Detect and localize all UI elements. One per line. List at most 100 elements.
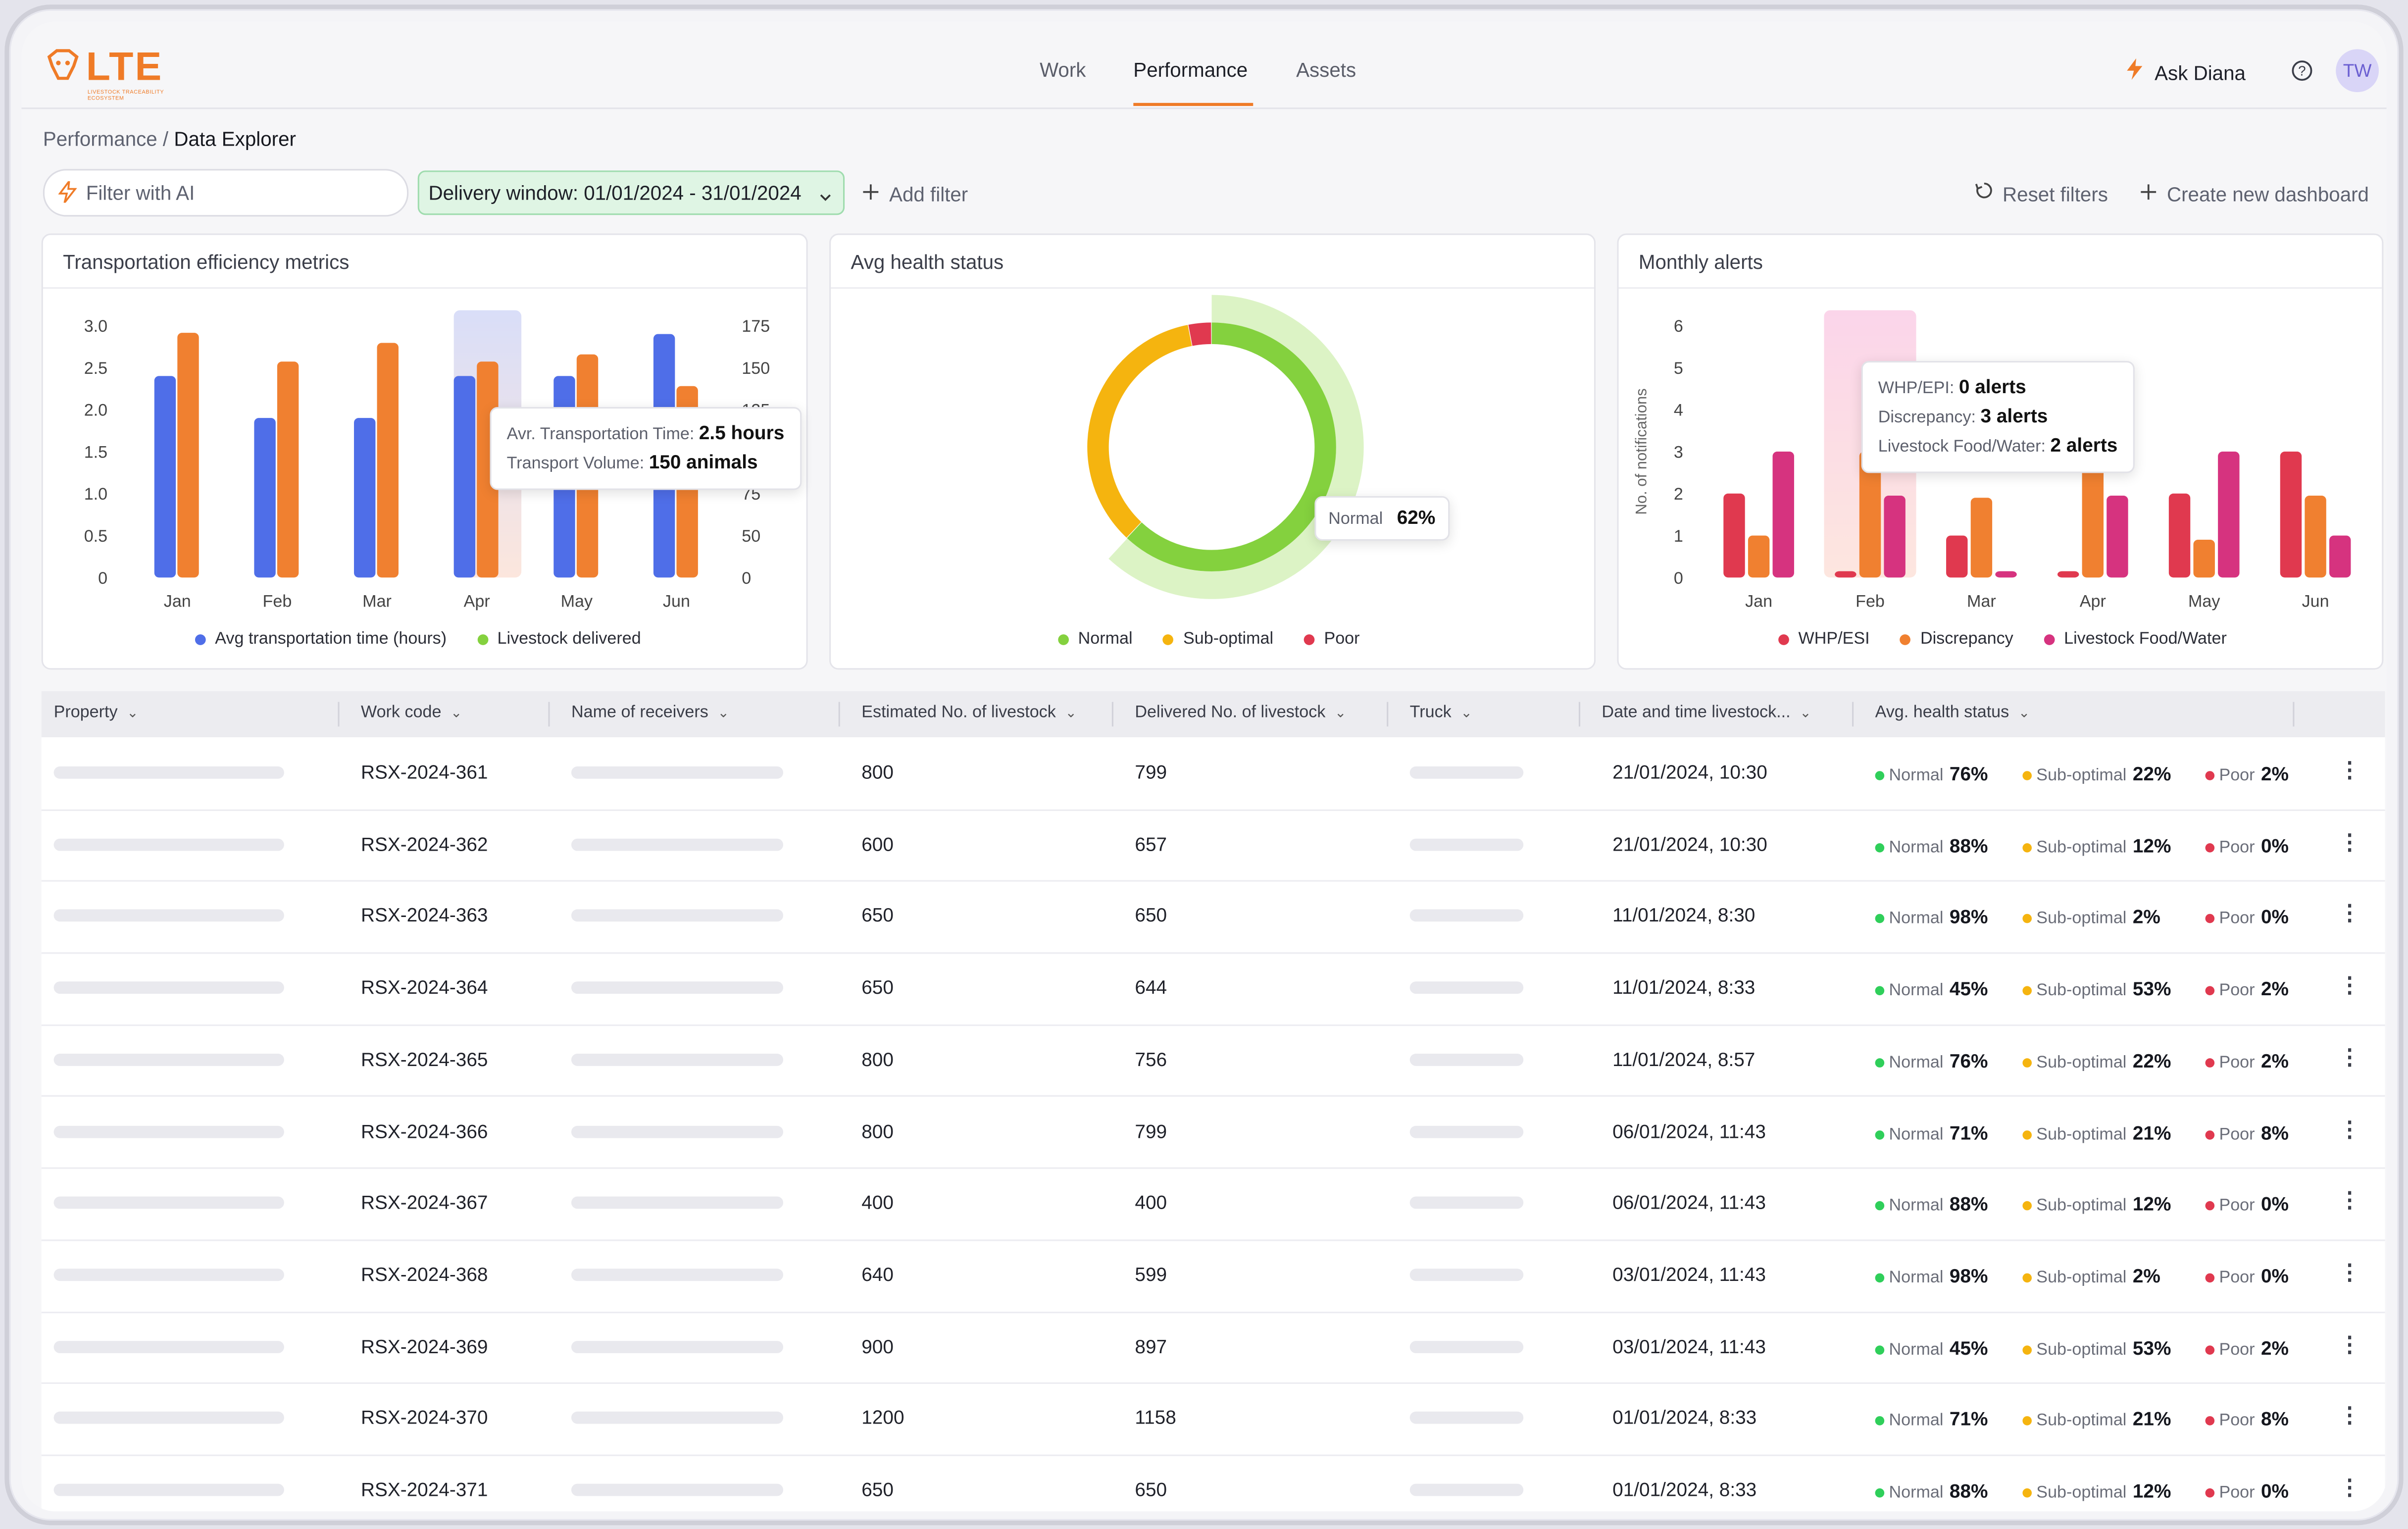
truck-placeholder [1409, 1483, 1524, 1496]
health-normal: Normal 88% [1875, 1194, 1988, 1215]
more-options-icon[interactable]: ⋮ [2339, 1044, 2360, 1069]
health-value: 2% [2260, 1050, 2289, 1072]
chevron-down-icon: ⌄ [717, 705, 729, 720]
x-tick-label: Feb [1856, 592, 1885, 611]
y-tick-label: 3 [1674, 443, 1683, 461]
x-tick-label: May [561, 592, 593, 611]
health-label: Sub-optimal [2036, 981, 2127, 1000]
column-header[interactable]: Work code ⌄ [361, 704, 462, 722]
more-options-icon[interactable]: ⋮ [2339, 1259, 2360, 1284]
delivered-livestock: 650 [1135, 905, 1167, 927]
more-options-icon[interactable]: ⋮ [2339, 1331, 2360, 1356]
health-label: Normal [1889, 1483, 1944, 1502]
ask-diana-button[interactable]: Ask Diana [2125, 57, 2246, 88]
add-filter-button[interactable]: Add filter [863, 180, 968, 207]
health-value: 53% [2132, 978, 2171, 1000]
legend-dot [477, 633, 488, 645]
work-code[interactable]: RSX-2024-369 [360, 1335, 488, 1357]
breadcrumb-parent[interactable]: Performance / [43, 127, 169, 151]
brand-logo[interactable]: LTE LIVESTOCK TRACEABILITY ECOSYSTEM [43, 43, 181, 102]
work-code[interactable]: RSX-2024-364 [360, 977, 488, 999]
tooltip-value: 3 alerts [1980, 405, 2048, 427]
active-tab-indicator [1133, 102, 1254, 105]
work-code[interactable]: RSX-2024-371 [360, 1479, 488, 1501]
table-row[interactable]: RSX-2024-366 800 799 06/01/2024, 11:43 Norma… [41, 1096, 2385, 1170]
ai-filter-input[interactable]: Filter with AI [43, 169, 409, 217]
table-row[interactable]: RSX-2024-371 650 650 01/01/2024, 8:33 Normal… [42, 1455, 2385, 1512]
more-options-icon[interactable]: ⋮ [2339, 972, 2360, 997]
more-options-icon[interactable]: ⋮ [2339, 901, 2360, 925]
health-value: 45% [1949, 978, 1988, 1000]
health-value: 2% [2260, 1337, 2289, 1359]
table-row[interactable]: RSX-2024-367 400 400 06/01/2024, 11:43 Norma… [41, 1168, 2385, 1241]
work-code[interactable]: RSX-2024-370 [360, 1407, 488, 1429]
truck-placeholder [1409, 1197, 1524, 1209]
delivery-window-label: Delivery window: 01/01/2024 - 31/01/2024 [428, 181, 802, 204]
work-code[interactable]: RSX-2024-368 [360, 1264, 488, 1286]
tooltip-label: Livestock Food/Water: [1878, 438, 2046, 457]
tooltip-value: 62% [1397, 507, 1436, 529]
column-header[interactable]: Truck ⌄ [1410, 704, 1472, 722]
table-row[interactable]: RSX-2024-370 1200 1158 01/01/2024, 8:33 Norm… [41, 1383, 2385, 1456]
table-row[interactable]: RSX-2024-368 640 599 03/01/2024, 11:43 Norma… [41, 1239, 2385, 1313]
tab-assets[interactable]: Assets [1296, 58, 1356, 82]
user-avatar[interactable]: TW [2336, 49, 2379, 93]
column-header[interactable]: Delivered No. of livestock ⌄ [1135, 704, 1346, 722]
table-row[interactable]: RSX-2024-365 800 756 11/01/2024, 8:57 Normal… [41, 1024, 2385, 1098]
delivery-datetime: 21/01/2024, 10:30 [1612, 762, 1767, 784]
more-options-icon[interactable]: ⋮ [2339, 1474, 2360, 1499]
create-dashboard-button[interactable]: Create new dashboard [2141, 180, 2369, 207]
health-donut-chart[interactable] [831, 289, 1594, 614]
health-poor: Poor 2% [2205, 978, 2289, 1000]
table-row[interactable]: RSX-2024-362 600 657 21/01/2024, 10:30 Norma… [41, 809, 2385, 882]
work-code[interactable]: RSX-2024-363 [360, 905, 488, 927]
property-placeholder [53, 1268, 284, 1281]
status-dot [2022, 1273, 2032, 1282]
work-code[interactable]: RSX-2024-361 [360, 762, 488, 784]
table-row[interactable]: RSX-2024-369 900 897 03/01/2024, 11:43 Norma… [41, 1311, 2385, 1384]
tooltip-label: Discrepancy: [1878, 408, 1976, 427]
work-code[interactable]: RSX-2024-367 [360, 1192, 488, 1214]
health-value: 21% [2132, 1409, 2171, 1430]
table-row[interactable]: RSX-2024-364 650 644 11/01/2024, 8:33 Normal… [41, 953, 2385, 1026]
table-row[interactable]: RSX-2024-361 800 799 21/01/2024, 10:30 Norma… [41, 737, 2385, 811]
more-options-icon[interactable]: ⋮ [2339, 1187, 2360, 1213]
alerts-card-title: Monthly alerts [1638, 250, 1763, 274]
work-code[interactable]: RSX-2024-365 [360, 1049, 488, 1070]
efficiency-card: Transportation efficiency metrics 3.0 2.5… [41, 233, 808, 670]
more-options-icon[interactable]: ⋮ [2339, 1116, 2360, 1141]
tooltip-label: Normal [1328, 510, 1383, 529]
column-header[interactable]: Date and time livestock... ⌄ [1602, 704, 1811, 722]
x-tick-label: Feb [263, 592, 292, 611]
more-options-icon[interactable]: ⋮ [2339, 757, 2360, 782]
health-value: 45% [1949, 1337, 1988, 1359]
column-header[interactable]: Property ⌄ [54, 704, 139, 722]
delivered-livestock: 650 [1135, 1479, 1167, 1501]
status-dot [2205, 1417, 2215, 1426]
delivery-window-filter[interactable]: Delivery window: 01/01/2024 - 31/01/2024 [417, 170, 845, 215]
status-dot [1875, 1058, 1885, 1068]
column-header[interactable]: Name of receivers ⌄ [571, 704, 729, 722]
receiver-placeholder [571, 1483, 784, 1496]
x-tick-label: May [2188, 592, 2220, 611]
bar-alert [2305, 496, 2326, 578]
table-row[interactable]: RSX-2024-363 650 650 11/01/2024, 8:30 Normal… [41, 881, 2385, 954]
tab-work[interactable]: Work [1040, 58, 1086, 82]
health-sub-optimal: Sub-optimal 22% [2022, 764, 2171, 785]
reset-filters-button[interactable]: Reset filters [1975, 180, 2108, 207]
more-options-icon[interactable]: ⋮ [2339, 1403, 2360, 1427]
receiver-placeholder [571, 766, 784, 779]
more-options-icon[interactable]: ⋮ [2339, 829, 2360, 854]
column-header[interactable]: Avg. health status ⌄ [1875, 704, 2030, 722]
work-code[interactable]: RSX-2024-366 [360, 1120, 488, 1142]
y-tick-label: 1.5 [84, 443, 107, 461]
column-header[interactable]: Estimated No. of livestock ⌄ [861, 704, 1077, 722]
tab-performance[interactable]: Performance [1133, 58, 1248, 82]
work-code[interactable]: RSX-2024-362 [360, 833, 488, 855]
estimated-livestock: 650 [861, 1479, 894, 1501]
help-icon[interactable]: ? [2291, 60, 2312, 81]
y-tick-label: 1.0 [84, 485, 107, 504]
estimated-livestock: 600 [861, 833, 894, 855]
bar-livestock [277, 361, 299, 578]
health-label: Normal [1889, 766, 1944, 785]
